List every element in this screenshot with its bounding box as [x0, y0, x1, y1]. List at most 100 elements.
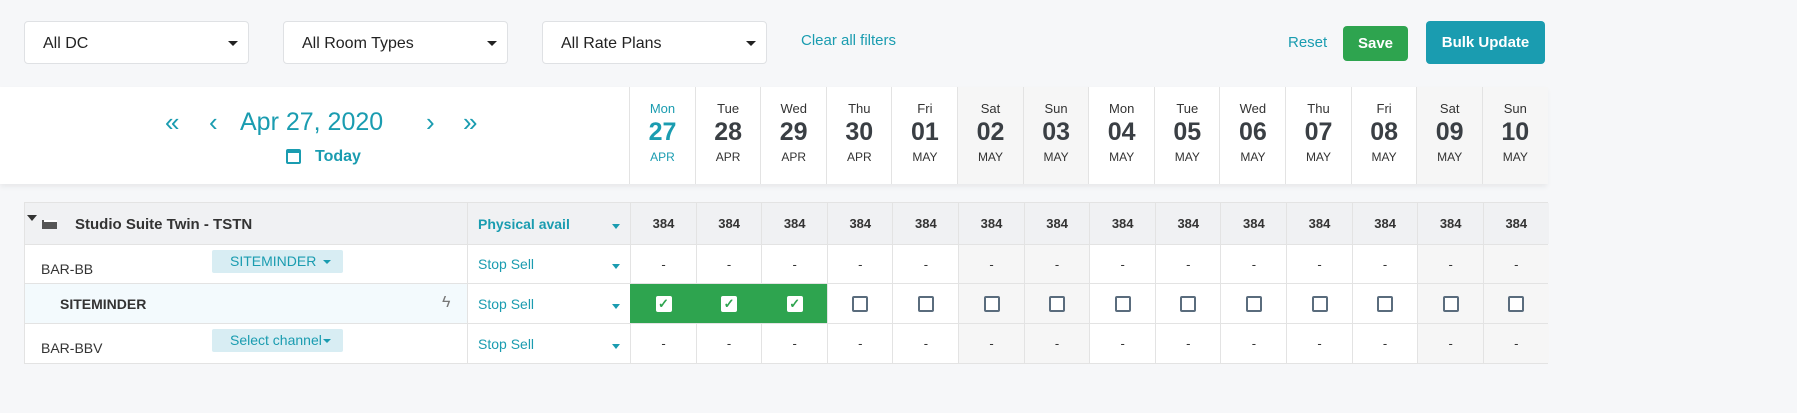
avail-cell[interactable]: 384 [1351, 203, 1418, 244]
stop-sell-checkbox[interactable]: ✓ [721, 295, 738, 312]
day-header[interactable]: Sat 09 MAY [1416, 87, 1483, 184]
avail-cell[interactable]: 384 [826, 203, 893, 244]
field-select[interactable]: Stop Sell [467, 245, 630, 283]
value-cell[interactable]: - [1286, 324, 1352, 363]
stop-sell-checkbox[interactable] [1311, 295, 1328, 312]
avail-cell[interactable]: 384 [1286, 203, 1352, 244]
stop-sell-cell[interactable] [1482, 284, 1549, 323]
stop-sell-checkbox[interactable] [852, 295, 869, 312]
stop-sell-checkbox[interactable] [983, 295, 1000, 312]
stop-sell-checkbox[interactable]: ✓ [786, 295, 803, 312]
save-button[interactable]: Save [1343, 26, 1408, 61]
value-cell[interactable]: - [1351, 324, 1418, 363]
next-icon[interactable]: › [426, 107, 435, 137]
last-page-icon[interactable]: » [463, 107, 478, 137]
value-cell[interactable]: - [1154, 324, 1221, 363]
collapse-icon[interactable] [27, 215, 37, 221]
first-page-icon[interactable]: « [165, 107, 180, 137]
field-select[interactable]: Stop Sell [467, 284, 630, 323]
dc-filter[interactable]: All DC [24, 21, 249, 64]
day-header[interactable]: Fri 01 MAY [891, 87, 957, 184]
value-cell[interactable]: - [1220, 245, 1286, 283]
bulk-update-button[interactable]: Bulk Update [1426, 21, 1545, 64]
day-header[interactable]: Sun 10 MAY [1481, 87, 1548, 184]
stop-sell-checkbox[interactable] [1442, 295, 1459, 312]
stop-sell-cell[interactable] [826, 284, 893, 323]
avail-cell[interactable]: 384 [761, 203, 828, 244]
stop-sell-cell[interactable]: ✓ [630, 284, 696, 323]
stop-sell-cell[interactable]: ✓ [761, 284, 828, 323]
stop-sell-cell[interactable]: ✓ [695, 284, 762, 323]
avail-cell[interactable]: 384 [892, 203, 959, 244]
room-type-filter[interactable]: All Room Types [283, 21, 508, 64]
stop-sell-cell[interactable] [1351, 284, 1418, 323]
avail-cell[interactable]: 384 [1482, 203, 1549, 244]
prev-icon[interactable]: ‹ [209, 107, 218, 137]
day-header[interactable]: Mon 04 MAY [1088, 87, 1154, 184]
avail-cell[interactable]: 384 [1220, 203, 1287, 244]
value-cell[interactable]: - [1417, 324, 1484, 363]
day-header[interactable]: Tue 05 MAY [1153, 87, 1220, 184]
value-cell[interactable]: - [1482, 324, 1549, 363]
reset-link[interactable]: Reset [1288, 34, 1328, 51]
day-header[interactable]: Thu 07 MAY [1285, 87, 1351, 184]
avail-cell[interactable]: 384 [1154, 203, 1221, 244]
day-header[interactable]: Thu 30 APR [825, 87, 892, 184]
stop-sell-checkbox[interactable]: ✓ [655, 295, 672, 312]
value-cell[interactable]: - [892, 245, 958, 283]
stop-sell-checkbox[interactable] [917, 295, 934, 312]
value-cell[interactable]: - [1482, 245, 1549, 283]
day-header[interactable]: Sun 03 MAY [1022, 87, 1089, 184]
stop-sell-checkbox[interactable] [1114, 295, 1131, 312]
value-cell[interactable]: - [630, 324, 696, 363]
value-cell[interactable]: - [826, 245, 893, 283]
avail-cell[interactable]: 384 [1023, 203, 1090, 244]
day-header[interactable]: Tue 28 APR [694, 87, 761, 184]
stop-sell-cell[interactable] [1089, 284, 1156, 323]
stop-sell-checkbox[interactable] [1377, 295, 1394, 312]
stop-sell-checkbox[interactable] [1245, 295, 1262, 312]
today-button[interactable]: Today [315, 148, 361, 165]
day-header[interactable]: Wed 06 MAY [1219, 87, 1285, 184]
value-cell[interactable]: - [958, 245, 1024, 283]
value-cell[interactable]: - [826, 324, 893, 363]
stop-sell-cell[interactable] [1220, 284, 1287, 323]
day-header[interactable]: Mon 27 APR [629, 87, 695, 184]
value-cell[interactable]: - [892, 324, 958, 363]
rate-plan-filter[interactable]: All Rate Plans [542, 21, 767, 64]
value-cell[interactable]: - [1023, 324, 1090, 363]
day-header[interactable]: Wed 29 APR [760, 87, 826, 184]
value-cell[interactable]: - [1417, 245, 1484, 283]
stop-sell-cell[interactable] [1417, 284, 1484, 323]
avail-cell[interactable]: 384 [958, 203, 1024, 244]
channel-select[interactable]: SITEMINDER [212, 250, 343, 273]
day-header[interactable]: Fri 08 MAY [1350, 87, 1417, 184]
stop-sell-checkbox[interactable] [1508, 295, 1525, 312]
value-cell[interactable]: - [1286, 245, 1352, 283]
value-cell[interactable]: - [1351, 245, 1418, 283]
stop-sell-cell[interactable] [892, 284, 959, 323]
value-cell[interactable]: - [761, 245, 827, 283]
stop-sell-cell[interactable] [1154, 284, 1221, 323]
value-cell[interactable]: - [761, 324, 827, 363]
field-select[interactable]: Physical avail [467, 203, 630, 244]
value-cell[interactable]: - [695, 324, 762, 363]
channel-select[interactable]: Select channel [212, 329, 343, 352]
clear-filters-link[interactable]: Clear all filters [801, 32, 897, 49]
value-cell[interactable]: - [1089, 324, 1155, 363]
value-cell[interactable]: - [1220, 324, 1286, 363]
avail-cell[interactable]: 384 [1089, 203, 1156, 244]
stop-sell-checkbox[interactable] [1049, 295, 1066, 312]
value-cell[interactable]: - [958, 324, 1024, 363]
avail-cell[interactable]: 384 [630, 203, 696, 244]
current-date[interactable]: Apr 27, 2020 [240, 108, 384, 136]
stop-sell-checkbox[interactable] [1180, 295, 1197, 312]
value-cell[interactable]: - [1023, 245, 1090, 283]
field-select[interactable]: Stop Sell [467, 324, 630, 363]
day-header[interactable]: Sat 02 MAY [957, 87, 1023, 184]
value-cell[interactable]: - [630, 245, 696, 283]
value-cell[interactable]: - [1089, 245, 1155, 283]
avail-cell[interactable]: 384 [695, 203, 762, 244]
value-cell[interactable]: - [695, 245, 762, 283]
stop-sell-cell[interactable] [1023, 284, 1090, 323]
